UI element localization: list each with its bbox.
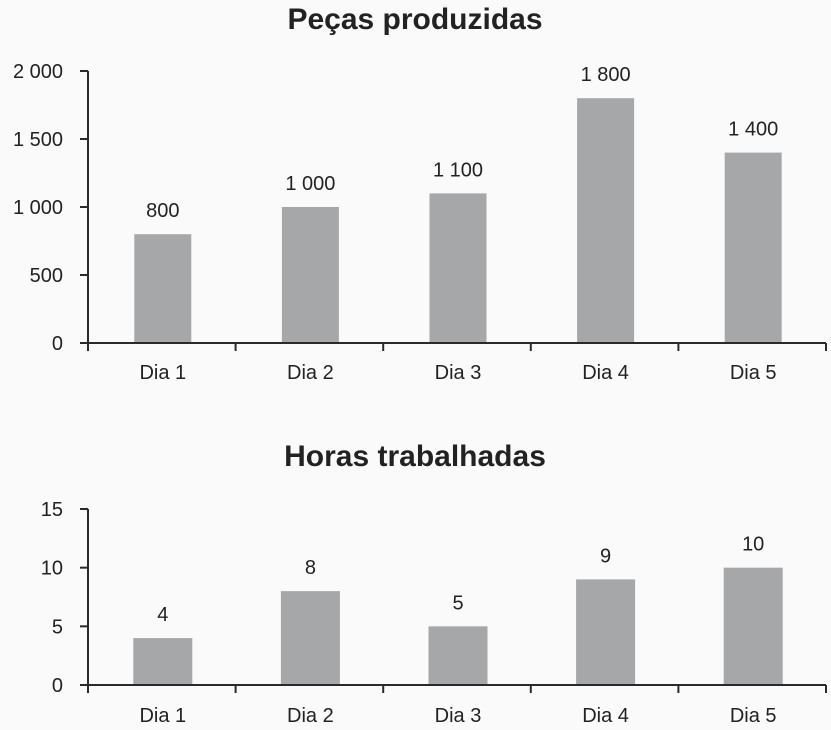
y-tick-label: 0 <box>52 675 63 697</box>
bar <box>280 591 340 685</box>
bar <box>281 207 339 343</box>
x-tick-label: Dia 1 <box>139 362 186 384</box>
y-tick-label: 2 000 <box>13 61 63 83</box>
bar <box>133 638 193 685</box>
data-label: 1 100 <box>433 159 483 181</box>
bar <box>429 193 487 343</box>
data-label: 1 400 <box>728 119 778 141</box>
data-label: 10 <box>742 534 764 556</box>
y-tick-label: 15 <box>41 499 63 521</box>
x-tick-label: Dia 2 <box>287 362 334 384</box>
data-label: 1 800 <box>581 64 631 86</box>
bar <box>134 234 192 343</box>
x-tick-label: Dia 4 <box>582 362 629 384</box>
data-label: 8 <box>305 557 316 579</box>
x-tick-label: Dia 5 <box>730 362 777 384</box>
y-tick-label: 1 000 <box>13 197 63 219</box>
bar <box>576 579 636 685</box>
data-label: 5 <box>452 592 463 614</box>
x-tick-label: Dia 4 <box>582 705 629 727</box>
data-label: 4 <box>157 604 168 626</box>
x-tick-label: Dia 3 <box>435 705 482 727</box>
y-tick-label: 10 <box>41 558 63 580</box>
bar <box>724 152 782 343</box>
y-tick-label: 1 500 <box>13 129 63 151</box>
data-label: 800 <box>146 200 179 222</box>
bar <box>723 567 783 685</box>
x-tick-label: Dia 3 <box>435 362 482 384</box>
x-tick-label: Dia 5 <box>730 705 777 727</box>
y-tick-label: 0 <box>52 333 63 355</box>
y-tick-label: 5 <box>52 616 63 638</box>
chart-title: Peças produzidas <box>287 3 542 36</box>
y-tick-label: 500 <box>30 265 63 287</box>
chart-title: Horas trabalhadas <box>284 440 546 473</box>
x-tick-label: Dia 1 <box>139 705 186 727</box>
data-label: 1 000 <box>285 173 335 195</box>
x-tick-label: Dia 2 <box>287 705 334 727</box>
data-label: 9 <box>600 545 611 567</box>
bar <box>577 98 635 343</box>
bar <box>428 626 488 685</box>
